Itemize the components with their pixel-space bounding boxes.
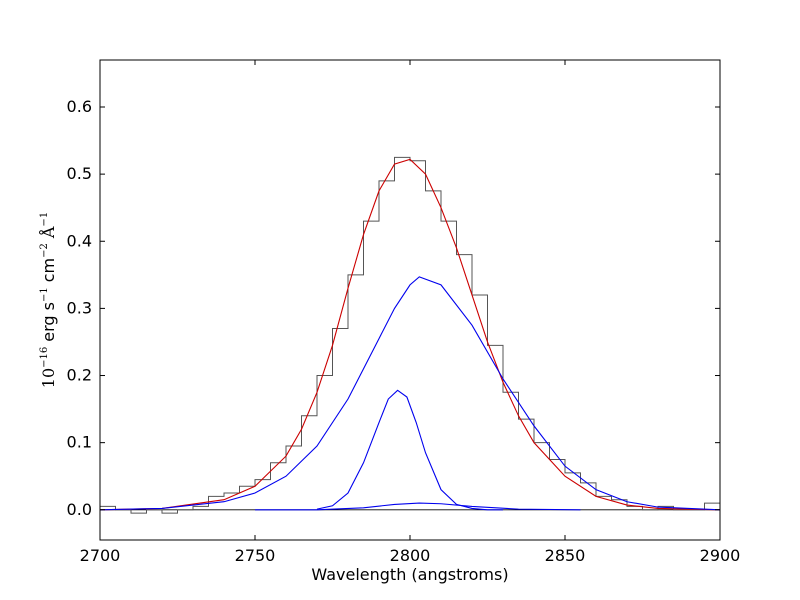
series-3-line: [316, 389, 503, 511]
series-0-line: [100, 156, 720, 514]
y-label-unit2: cm: [39, 258, 58, 282]
y-label-unit1-exp: −1: [39, 287, 50, 302]
plot-frame: [99, 59, 721, 541]
y-label-scale-base: 10: [39, 368, 58, 388]
x-tick-label: 2700: [80, 546, 121, 565]
y-tick-label: 0.4: [67, 231, 92, 250]
series-1-line: [100, 158, 720, 511]
y-tick-label: 0.3: [67, 298, 92, 317]
series-2-line: [100, 276, 720, 511]
y-label-unit3-exp: −1: [39, 212, 50, 227]
tick-layer: 2700 2750 2800 2850 2900 0.0 0.1 0.2 0.3 0.4 0.5 0.…: [67, 60, 741, 565]
y-axis-label: 10−16erg s−1cm−2Å−1: [38, 212, 58, 388]
y-label-unit3: Å: [38, 226, 58, 239]
y-tick-label: 0.1: [67, 433, 92, 452]
x-tick-label: 2850: [545, 546, 586, 565]
y-tick-label: 0.6: [67, 97, 92, 116]
x-tick-label: 2750: [235, 546, 276, 565]
y-label-unit2-exp: −2: [39, 243, 50, 258]
series-layer: [100, 156, 720, 514]
y-label-scale-exp: −16: [39, 347, 50, 368]
x-tick-label: 2900: [700, 546, 741, 565]
x-tick-label: 2800: [390, 546, 431, 565]
x-axis-label: Wavelength (angstroms): [311, 565, 508, 584]
series-4-line: [255, 502, 581, 511]
y-tick-label: 0.5: [67, 164, 92, 183]
y-tick-label: 0.0: [67, 500, 92, 519]
svg-text:10−16erg s−1cm−2Å−1: 10−16erg s−1cm−2Å−1: [38, 212, 58, 388]
y-label-unit1: erg s: [39, 302, 58, 342]
y-tick-label: 0.2: [67, 366, 92, 385]
